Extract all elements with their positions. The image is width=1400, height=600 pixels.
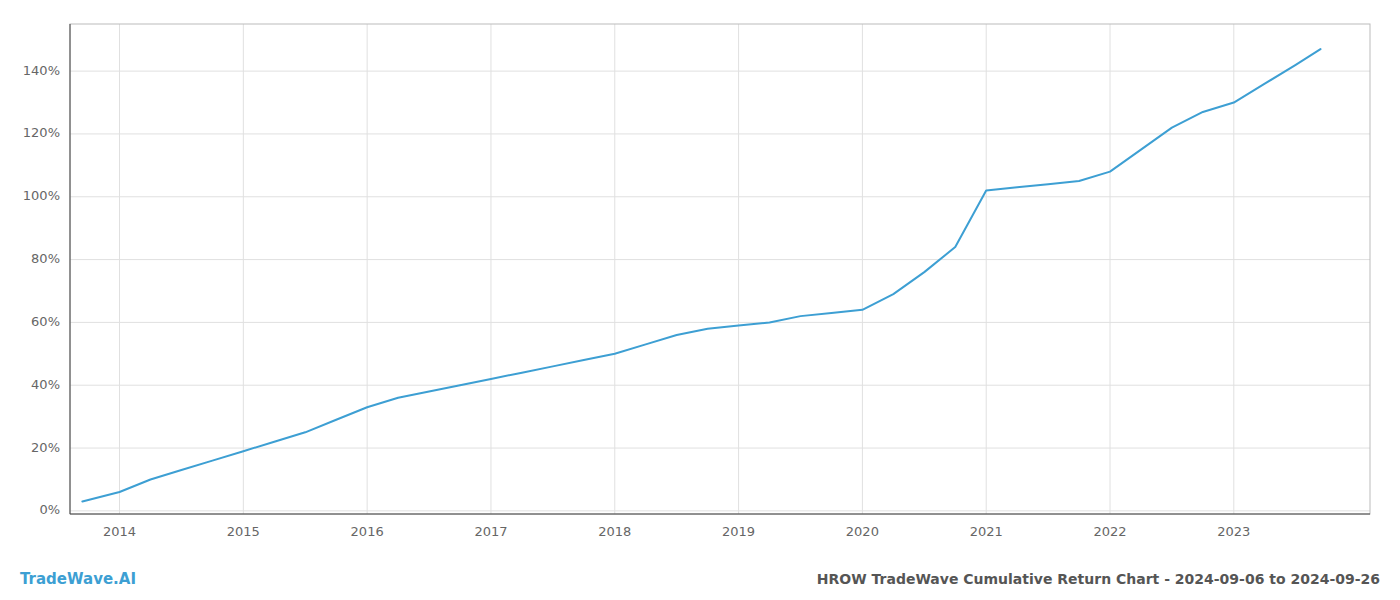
grid-line	[243, 24, 244, 514]
grid-line	[70, 385, 1370, 386]
grid-line	[1110, 24, 1111, 514]
grid	[70, 24, 1370, 514]
x-tick-label: 2021	[970, 524, 1003, 539]
x-tick-label: 2023	[1217, 524, 1250, 539]
grid-line	[1233, 24, 1234, 514]
grid-line	[986, 24, 987, 514]
chart: 0% 20% 40% 60% 80% 100% 120% 140% 2014 2015 2016 20…	[0, 0, 1400, 600]
watermark: TradeWave.AI	[20, 570, 136, 588]
x-tick-label: 2018	[598, 524, 631, 539]
x-tick-label: 2020	[846, 524, 879, 539]
grid-line	[614, 24, 615, 514]
x-tick-label: 2017	[474, 524, 507, 539]
grid-line	[70, 448, 1370, 449]
line	[82, 49, 1320, 501]
x-tick-label: 2022	[1093, 524, 1126, 539]
plot-frame	[70, 24, 1370, 514]
x-tick-label: 2015	[227, 524, 260, 539]
y-tick-label: 0%	[39, 502, 60, 517]
grid-line	[70, 510, 1370, 511]
title: HROW TradeWave Cumulative Return Chart -…	[817, 571, 1380, 587]
y-tick-label: 120%	[23, 125, 60, 140]
y-tick-label: 100%	[23, 188, 60, 203]
grid-line	[70, 322, 1370, 323]
x-tick-label: 2014	[103, 524, 136, 539]
grid-line	[70, 196, 1370, 197]
y-axis-line	[70, 24, 71, 514]
grid-line	[367, 24, 368, 514]
x-tick-label: 2019	[722, 524, 755, 539]
grid-line	[119, 24, 120, 514]
data-layer	[82, 49, 1320, 501]
y-tick-label: 60%	[31, 314, 60, 329]
grid-line	[70, 259, 1370, 260]
grid-line	[70, 133, 1370, 134]
x-tick-label: 2016	[351, 524, 384, 539]
axes: 0% 20% 40% 60% 80% 100% 120% 140% 2014 2015 2016 20…	[23, 24, 1370, 539]
grid-line	[490, 24, 491, 514]
grid-line	[70, 71, 1370, 72]
y-tick-label: 140%	[23, 63, 60, 78]
y-tick-label: 40%	[31, 377, 60, 392]
grid-line	[738, 24, 739, 514]
y-tick-label: 80%	[31, 251, 60, 266]
grid-line	[862, 24, 863, 514]
y-tick-label: 20%	[31, 440, 60, 455]
x-axis-line	[70, 514, 1370, 515]
